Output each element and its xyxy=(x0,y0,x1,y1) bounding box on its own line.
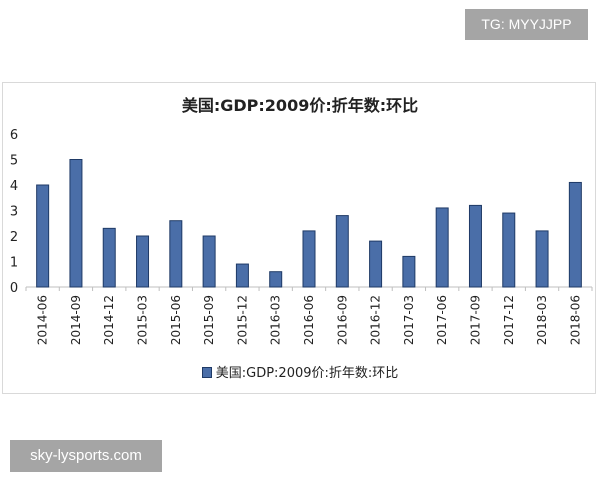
legend-label: 美国:GDP:2009价:折年数:环比 xyxy=(215,366,399,381)
x-tick-label: 2017-03 xyxy=(402,295,416,345)
legend-swatch xyxy=(201,367,212,378)
x-tick-label: 2015-09 xyxy=(202,295,216,345)
bar xyxy=(36,184,50,288)
x-tick-label: 2018-03 xyxy=(535,295,549,345)
x-tick-label: 2014-06 xyxy=(36,295,50,345)
bar xyxy=(202,235,216,288)
x-tick-label: 2015-06 xyxy=(169,295,183,345)
y-tick-label: 0 xyxy=(10,281,18,296)
bar xyxy=(402,255,416,288)
bar xyxy=(468,204,482,288)
bar xyxy=(568,181,582,288)
bar xyxy=(136,235,150,288)
y-tick-label: 2 xyxy=(10,230,18,245)
watermark-bottom: sky-lysports.com xyxy=(10,440,162,472)
x-tick-label: 2017-09 xyxy=(468,295,482,345)
x-tick-label: 2014-12 xyxy=(102,295,116,345)
x-tick-label: 2016-12 xyxy=(369,295,383,345)
y-tick-label: 4 xyxy=(10,179,18,194)
chart-frame xyxy=(2,82,596,394)
watermark-top: TG: MYYJJPP xyxy=(465,9,588,40)
chart-legend: 美国:GDP:2009价:折年数:环比 xyxy=(0,362,600,381)
bar xyxy=(369,240,383,288)
bar xyxy=(335,215,349,288)
bar xyxy=(502,212,516,288)
bar xyxy=(169,220,183,288)
x-tick-label: 2017-06 xyxy=(435,295,449,345)
y-tick-label: 3 xyxy=(10,205,18,220)
x-tick-label: 2016-03 xyxy=(269,295,283,345)
x-tick-label: 2014-09 xyxy=(69,295,83,345)
bar xyxy=(235,263,249,288)
bar xyxy=(69,159,83,288)
y-tick-label: 5 xyxy=(10,154,18,169)
bar xyxy=(269,271,283,288)
x-tick-label: 2015-12 xyxy=(235,295,249,345)
bar xyxy=(302,230,316,288)
bar xyxy=(102,227,116,288)
x-tick-label: 2016-09 xyxy=(335,295,349,345)
x-tick-label: 2016-06 xyxy=(302,295,316,345)
y-tick-label: 1 xyxy=(10,256,18,271)
bar xyxy=(435,207,449,288)
bar xyxy=(535,230,549,288)
y-tick-label: 6 xyxy=(10,128,18,143)
chart-title: 美国:GDP:2009价:折年数:环比 xyxy=(181,96,419,115)
x-tick-label: 2015-03 xyxy=(136,295,150,345)
x-tick-label: 2018-06 xyxy=(568,295,582,345)
x-tick-label: 2017-12 xyxy=(502,295,516,345)
